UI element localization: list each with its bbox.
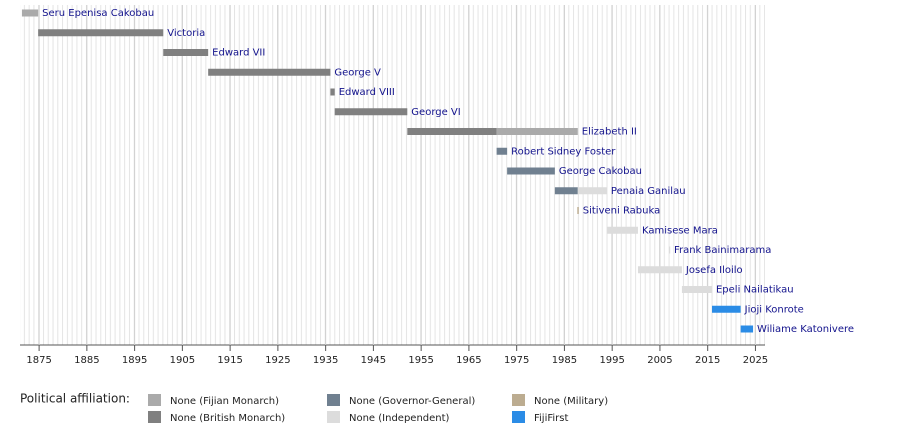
x-tick-label: 1915 [217, 355, 242, 366]
legend-label: None (Fijian Monarch) [170, 396, 279, 407]
legend-swatch [512, 394, 525, 406]
bar [163, 49, 209, 56]
bar [577, 187, 607, 195]
row-label: Josefa Iloilo [685, 265, 743, 276]
row-label: Edward VIII [339, 87, 395, 98]
row-label: Victoria [167, 28, 205, 39]
x-tick-label: 1975 [504, 355, 529, 366]
row-label: Edward VII [212, 48, 265, 59]
row-label: Epeli Nailatikau [716, 285, 794, 296]
legend-label: None (Governor-General) [349, 396, 475, 407]
row-label: Elizabeth II [582, 127, 637, 138]
x-tick-label: 1875 [26, 355, 51, 366]
bar [496, 128, 578, 135]
row-label: Jioji Konrote [744, 304, 804, 315]
row-label: Wiliame Katonivere [757, 324, 854, 335]
year-grid [20, 5, 765, 345]
row-label: Penaia Ganilau [611, 186, 686, 197]
bar [669, 246, 671, 254]
legend-label: None (Independent) [349, 413, 450, 424]
row-label: Kamisese Mara [642, 225, 718, 236]
bar [681, 286, 712, 293]
bar [21, 9, 39, 17]
bar [330, 88, 335, 96]
x-tick-label: 1885 [74, 355, 99, 366]
x-tick-label: 2025 [743, 355, 768, 366]
bar [507, 167, 555, 175]
legend-label: None (Military) [534, 396, 608, 407]
legend-swatch [512, 411, 525, 423]
x-tick-label: 1895 [122, 355, 147, 366]
legend-swatch [148, 411, 161, 423]
x-tick-label: 1945 [361, 355, 386, 366]
bar [606, 226, 638, 234]
x-tick-label: 2005 [647, 355, 672, 366]
legend-label: FijiFirst [534, 413, 568, 424]
x-tick-label: 1985 [552, 355, 577, 366]
legend-swatch [327, 394, 340, 406]
bar [740, 325, 754, 333]
legend-swatch [148, 394, 161, 406]
x-tick-label: 1955 [408, 355, 433, 366]
x-tick-label: 1995 [599, 355, 624, 366]
bar [711, 305, 741, 313]
row-label: Robert Sidney Foster [511, 146, 616, 157]
legend-swatch [327, 411, 340, 423]
row-label: George V [334, 67, 381, 78]
legend-label: None (British Monarch) [170, 413, 285, 424]
row-label: Sitiveni Rabuka [583, 206, 660, 217]
row-label: Frank Bainimarama [674, 245, 771, 256]
bar [637, 266, 682, 274]
row-label: George VI [411, 107, 460, 118]
bar [554, 187, 578, 195]
row-label: Seru Epenisa Cakobau [42, 8, 154, 19]
bar [208, 68, 331, 76]
x-tick-label: 1965 [456, 355, 481, 366]
x-tick-label: 1935 [313, 355, 338, 366]
x-tick-label: 1905 [170, 355, 195, 366]
legend-title: Political affiliation: [20, 392, 130, 406]
row-label: George Cakobau [559, 166, 642, 177]
x-tick-label: 2015 [695, 355, 720, 366]
bar [38, 29, 164, 37]
bar [496, 147, 508, 155]
bar [577, 207, 579, 214]
x-tick-label: 1925 [265, 355, 290, 366]
bar [407, 128, 497, 135]
bar [334, 108, 408, 116]
